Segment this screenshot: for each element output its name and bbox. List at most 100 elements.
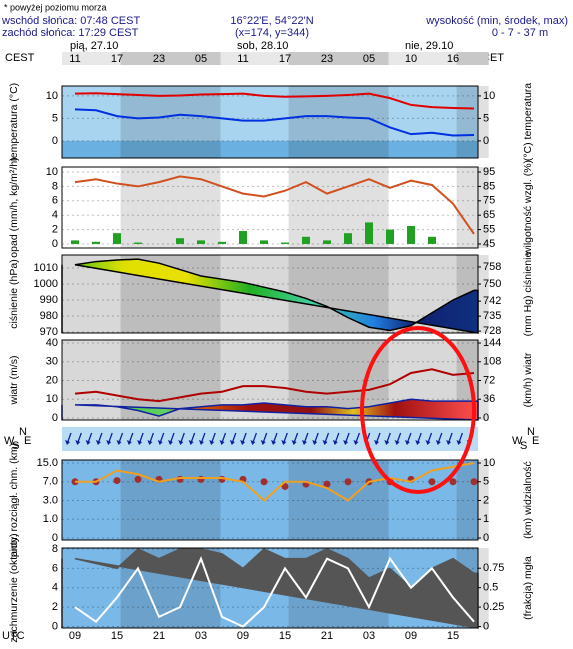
wind-arrow-head: [188, 440, 194, 445]
wind-arrow-head: [291, 440, 297, 445]
night-band: [288, 460, 389, 540]
dot: [428, 478, 436, 486]
wind-arrow-head: [281, 440, 287, 445]
y-tick-label: 0: [52, 238, 58, 250]
bar: [323, 240, 331, 244]
y2-tick-label: 36: [483, 393, 495, 405]
y2-tick-label: 65: [483, 209, 495, 221]
series-line: [74, 108, 475, 137]
y2-axis-label: (mm Hg) ciśnienie: [522, 252, 534, 337]
bar: [71, 240, 79, 244]
y-tick-label: 2: [52, 601, 58, 613]
y-tick-label: 8: [52, 543, 58, 555]
y-tick-label: 10: [46, 90, 58, 102]
dot: [470, 478, 478, 486]
cest-tick: 17: [111, 53, 123, 65]
wind-arrow-head: [322, 440, 328, 445]
below-zero: [62, 140, 478, 158]
bar: [113, 233, 121, 244]
wind-arrow-head: [353, 440, 359, 445]
wind-arrow-head: [415, 440, 421, 445]
y-axis-label: opad (mm/h, kg/m²/h): [8, 157, 20, 257]
compass-w: W: [4, 435, 15, 447]
wind-arrow-head: [85, 440, 91, 445]
utc-tick: 21: [321, 630, 333, 642]
y-tick-label: 30: [46, 356, 58, 368]
highlight-circle: [360, 326, 476, 494]
y-tick-label: 8: [52, 180, 58, 192]
wind-arrow-head: [147, 440, 153, 445]
utc-tick: 15: [279, 630, 291, 642]
y2-tick-label: 0: [483, 135, 489, 147]
night-band: [288, 86, 389, 158]
y-tick-label: 1010: [34, 262, 58, 274]
y-tick-label: 980: [40, 310, 58, 322]
cest-tick: 16: [447, 53, 459, 65]
bar: [92, 241, 100, 244]
utc-tick: 09: [405, 630, 417, 642]
bar: [176, 238, 184, 244]
cest-tick: 23: [153, 53, 165, 65]
y-tick-label: 40: [46, 337, 58, 349]
y2-axis-label: wilgotność wzgl. (%): [522, 160, 534, 256]
bar: [134, 242, 142, 244]
night-band: [288, 52, 389, 65]
wind-arrow-head: [116, 440, 122, 445]
y-tick-label: 0: [52, 135, 58, 147]
y-tick-label: 4: [52, 582, 58, 594]
day-label: sob, 28.10: [237, 40, 288, 52]
y2-tick-label: 0.75: [483, 562, 504, 574]
wind-arrow-head: [229, 440, 235, 445]
wind-dir-bg: [62, 427, 478, 451]
wind-arrow-head: [301, 440, 307, 445]
utc-tick: 03: [363, 630, 375, 642]
wind-arrow-head: [126, 440, 132, 445]
wind-arrow-head: [435, 440, 441, 445]
y2-tick-label: 144: [483, 337, 501, 349]
panel-frame: [61, 547, 479, 629]
night-band: [120, 460, 221, 540]
y-axis-label: zachmurzenie (oktanty): [8, 533, 20, 642]
y2-tick-label: 1: [483, 513, 489, 525]
bar: [197, 240, 205, 244]
wind-arrow-head: [425, 440, 431, 445]
y-tick-label: 15.0: [37, 457, 58, 469]
y2-axis-label: (km) widzialność: [522, 461, 534, 539]
y2-tick-label: 10: [483, 90, 495, 102]
y2-tick-label: 750: [483, 278, 501, 290]
y-tick-label: 10: [46, 166, 58, 178]
y2-tick-label: 0.25: [483, 601, 504, 613]
wind-arrow-head: [106, 440, 112, 445]
sunset: zachód słońca: 17:29 CEST: [2, 27, 139, 39]
night-band: [120, 52, 221, 65]
series-line: [74, 555, 475, 628]
bar: [239, 231, 247, 244]
panel-frame: [61, 254, 479, 334]
y-tick-label: 6: [52, 562, 58, 574]
night-band: [456, 460, 489, 540]
y-tick-label: 0: [52, 532, 58, 544]
bar: [365, 222, 373, 244]
bar: [428, 236, 436, 244]
wind-arrow-head: [137, 440, 143, 445]
y2-tick-label: 75: [483, 195, 495, 207]
sunrise: wschód słońca: 07:48 CEST: [1, 15, 140, 27]
night-band: [456, 86, 489, 158]
day-label: pią, 27.10: [70, 40, 118, 52]
utc-tick: 21: [153, 630, 165, 642]
y2-tick-label: 55: [483, 223, 495, 235]
utc-label: UTC: [2, 630, 25, 642]
series-line: [75, 462, 475, 502]
coords: 16°22'E, 54°22'N: [230, 15, 313, 27]
wind-arrow-head: [168, 440, 173, 445]
dot: [197, 475, 205, 483]
compass-s: S: [12, 440, 19, 452]
y-axis-label: ciśnienie (hPa): [8, 259, 20, 328]
elevation: 0 - 7 - 37 m: [492, 27, 548, 39]
wind-arrow-head: [219, 440, 225, 445]
y2-tick-label: 0: [483, 532, 489, 544]
y-tick-label: 990: [40, 294, 58, 306]
